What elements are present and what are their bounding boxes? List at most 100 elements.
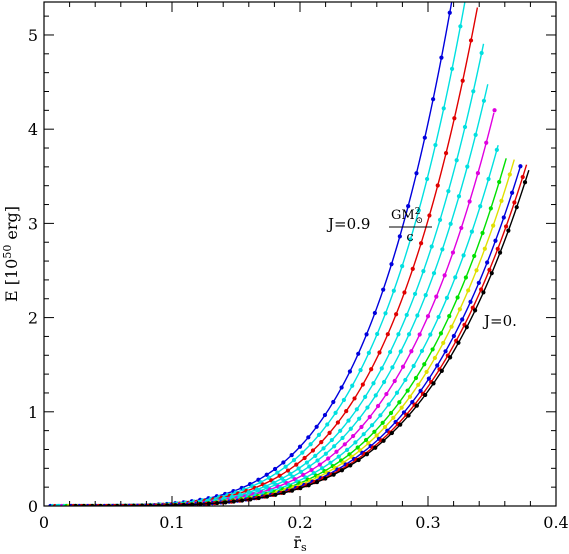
series-point	[506, 228, 511, 233]
series-layer	[48, 2, 530, 506]
series-point	[389, 430, 394, 436]
series-point	[206, 501, 211, 506]
plot-frame	[43, 1, 557, 507]
annotation-j09-text: J=0.9	[326, 215, 370, 233]
series-point	[436, 314, 441, 320]
series-point	[415, 313, 420, 318]
series-point	[341, 397, 346, 403]
series-point	[328, 460, 333, 465]
series-point	[240, 498, 245, 503]
series-point	[443, 151, 449, 156]
series-point	[198, 502, 203, 506]
series-point	[495, 246, 500, 251]
series-point	[491, 223, 496, 228]
series-point	[479, 50, 484, 56]
series-point	[298, 485, 303, 491]
series-point	[493, 238, 498, 243]
series-point	[449, 324, 454, 329]
series-point	[481, 290, 486, 295]
series-point	[289, 488, 295, 493]
series-point	[442, 273, 447, 278]
series-point	[291, 458, 297, 463]
series-point	[363, 394, 368, 399]
series-point	[440, 247, 445, 252]
series-point	[418, 388, 423, 393]
series-point	[452, 116, 457, 121]
series-point	[338, 428, 343, 433]
series-point	[223, 500, 228, 505]
series-point	[372, 429, 377, 434]
series-point	[435, 183, 440, 188]
series-point	[366, 441, 371, 446]
series-point	[283, 464, 288, 469]
series-point	[468, 299, 473, 304]
series-point	[419, 348, 425, 354]
series-point	[348, 426, 353, 431]
series-point	[390, 365, 395, 370]
series-point	[357, 416, 362, 421]
series-line	[57, 43, 485, 506]
y-axis-label: E [1050 erg]	[1, 206, 21, 302]
series-point	[476, 280, 481, 285]
series-10	[69, 164, 523, 506]
series-point	[424, 369, 429, 375]
series-point	[358, 367, 363, 373]
series-point	[289, 452, 294, 458]
series-point	[296, 466, 301, 471]
series-point	[173, 503, 178, 506]
annotation-j09-numerator-sup: 2	[415, 207, 421, 217]
series-point	[391, 415, 396, 420]
series-point	[397, 400, 402, 405]
series-point	[365, 405, 370, 410]
series-point	[314, 424, 319, 429]
series-point	[367, 414, 372, 420]
series-point	[460, 317, 465, 322]
annotation-j09: J=0.9 GM2 ⊙ c	[326, 207, 432, 245]
series-point	[384, 391, 389, 397]
series-point	[484, 140, 489, 145]
series-line	[50, 2, 453, 506]
y-tick-label: 5	[28, 26, 38, 45]
series-point	[439, 55, 444, 60]
series-point	[451, 333, 456, 339]
series-point	[300, 450, 305, 455]
series-point	[320, 466, 325, 471]
series-point	[379, 366, 384, 371]
series-point	[446, 189, 451, 194]
series-point	[472, 253, 477, 259]
series-point	[288, 471, 293, 476]
series-point	[501, 215, 506, 220]
series-point	[457, 307, 462, 312]
series-point	[494, 147, 499, 152]
series-point	[463, 275, 468, 280]
x-axis-label-main: r̄	[293, 533, 301, 552]
series-point	[331, 472, 336, 477]
y-tick-label: 2	[28, 309, 38, 328]
series-point	[339, 385, 344, 390]
series-point	[382, 379, 387, 385]
x-tick-label: 0	[39, 513, 49, 532]
series-point	[407, 394, 413, 399]
series-point	[499, 198, 504, 203]
series-3	[52, 7, 479, 506]
series-point	[388, 349, 393, 355]
y-tick-label: 3	[28, 214, 38, 233]
series-8	[64, 158, 507, 506]
series-point	[347, 369, 353, 374]
series-point	[381, 287, 386, 292]
x-tick-label: 0.1	[159, 513, 184, 532]
series-point	[316, 432, 322, 438]
series-2	[50, 2, 466, 506]
series-point	[475, 171, 481, 176]
series-point	[165, 503, 170, 506]
series-point	[492, 108, 497, 113]
y-tick-label: 0	[28, 497, 38, 516]
series-point	[383, 311, 388, 316]
series-point	[335, 420, 340, 425]
series-point	[265, 494, 270, 499]
series-point	[307, 464, 312, 469]
series-point	[372, 310, 377, 316]
series-point	[444, 295, 450, 301]
series-point	[355, 445, 360, 450]
series-point	[518, 164, 523, 169]
